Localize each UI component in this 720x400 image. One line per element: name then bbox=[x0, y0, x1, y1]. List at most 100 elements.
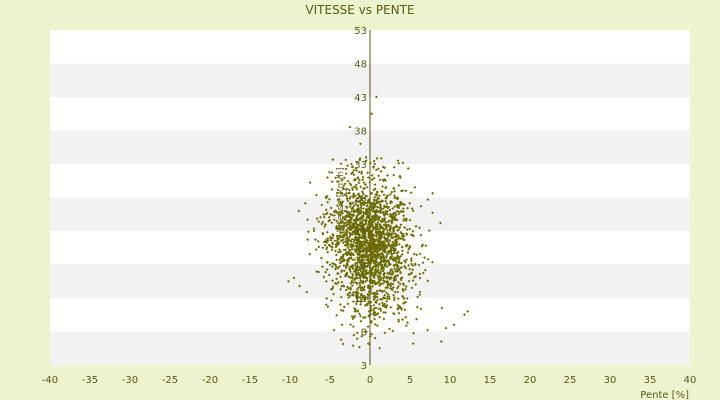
data-point bbox=[384, 225, 388, 228]
data-point bbox=[390, 243, 394, 247]
data-point bbox=[365, 249, 369, 253]
data-point bbox=[351, 325, 355, 329]
x-tick-label: -10 bbox=[282, 375, 298, 386]
data-point bbox=[367, 236, 370, 239]
data-point bbox=[389, 248, 393, 252]
data-point bbox=[362, 181, 366, 184]
data-point bbox=[345, 194, 349, 198]
data-point bbox=[371, 205, 374, 209]
data-point bbox=[361, 178, 365, 182]
data-point bbox=[361, 175, 365, 179]
data-point bbox=[342, 221, 346, 225]
data-point bbox=[413, 262, 417, 266]
data-point bbox=[331, 232, 335, 236]
data-point bbox=[369, 304, 373, 308]
data-point bbox=[341, 211, 344, 215]
data-point bbox=[394, 241, 397, 244]
data-point bbox=[360, 266, 364, 270]
data-point bbox=[360, 226, 364, 230]
data-point bbox=[362, 203, 366, 207]
data-point bbox=[370, 203, 374, 206]
data-point bbox=[325, 246, 329, 249]
data-point bbox=[360, 246, 364, 250]
data-point bbox=[366, 201, 369, 204]
data-point bbox=[376, 222, 379, 226]
data-point bbox=[372, 313, 376, 317]
data-point bbox=[405, 232, 408, 235]
data-point bbox=[401, 282, 405, 285]
data-point bbox=[404, 189, 408, 193]
data-point bbox=[366, 215, 370, 219]
data-point bbox=[358, 281, 362, 285]
data-point bbox=[320, 203, 324, 207]
data-point bbox=[325, 261, 329, 264]
data-point bbox=[418, 272, 422, 276]
data-point bbox=[352, 253, 356, 257]
data-point bbox=[353, 232, 357, 236]
data-point bbox=[307, 230, 310, 234]
data-point bbox=[386, 286, 390, 290]
data-point bbox=[369, 234, 372, 238]
data-point bbox=[391, 207, 395, 210]
data-point bbox=[347, 250, 351, 254]
data-point bbox=[348, 294, 352, 298]
data-point bbox=[386, 293, 390, 296]
data-point bbox=[386, 259, 390, 262]
data-point bbox=[322, 212, 326, 216]
data-point bbox=[418, 276, 422, 280]
data-point bbox=[365, 216, 369, 220]
data-point bbox=[358, 276, 362, 280]
data-point bbox=[365, 185, 369, 189]
data-point bbox=[381, 253, 385, 257]
data-point bbox=[382, 214, 386, 218]
data-point bbox=[306, 218, 309, 221]
data-point bbox=[331, 158, 335, 161]
data-point bbox=[367, 271, 370, 275]
data-point bbox=[409, 259, 413, 263]
data-point bbox=[387, 263, 391, 267]
data-point bbox=[349, 270, 352, 274]
data-point bbox=[393, 258, 397, 262]
data-point bbox=[349, 183, 353, 187]
data-point bbox=[346, 246, 350, 250]
data-point bbox=[377, 231, 381, 235]
data-point bbox=[373, 183, 377, 186]
data-point bbox=[348, 256, 352, 260]
data-point bbox=[332, 328, 336, 332]
data-point bbox=[359, 201, 362, 205]
data-point bbox=[361, 231, 365, 235]
data-point bbox=[340, 284, 343, 288]
data-point bbox=[384, 186, 388, 190]
data-point bbox=[383, 302, 387, 306]
data-point bbox=[369, 250, 373, 254]
data-point bbox=[367, 229, 371, 232]
data-point bbox=[360, 220, 364, 224]
data-point bbox=[330, 221, 334, 225]
data-point bbox=[404, 315, 408, 319]
data-point bbox=[377, 307, 380, 311]
data-point bbox=[312, 229, 316, 233]
data-point bbox=[399, 254, 403, 258]
data-point bbox=[390, 232, 394, 236]
data-point bbox=[338, 202, 342, 206]
data-point bbox=[365, 303, 369, 307]
data-point bbox=[338, 226, 342, 230]
data-point bbox=[378, 230, 382, 234]
data-point bbox=[332, 292, 335, 296]
data-point bbox=[353, 278, 356, 281]
data-point bbox=[369, 307, 373, 311]
data-point bbox=[352, 333, 356, 337]
data-point bbox=[391, 236, 395, 240]
data-point bbox=[348, 218, 352, 222]
data-point bbox=[397, 204, 401, 208]
y-tick-label: 33 bbox=[354, 160, 367, 171]
data-point bbox=[364, 255, 368, 259]
data-point bbox=[366, 199, 370, 203]
data-point bbox=[354, 249, 358, 252]
data-point bbox=[354, 226, 358, 230]
data-point bbox=[392, 279, 396, 283]
data-point bbox=[382, 223, 386, 226]
data-point bbox=[370, 173, 374, 177]
data-point bbox=[399, 230, 403, 234]
data-point bbox=[355, 282, 359, 286]
